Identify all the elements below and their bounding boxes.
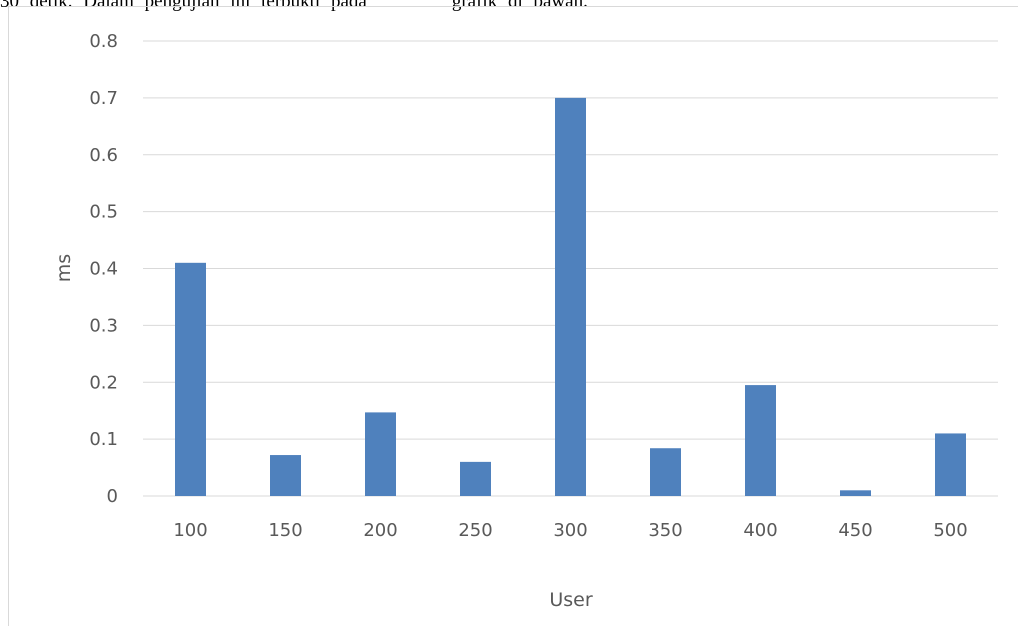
y-tick-label: 0.6 — [89, 145, 118, 166]
bar-350 — [650, 448, 681, 496]
y-tick-label: 0.4 — [89, 259, 118, 280]
x-tick-label: 400 — [743, 520, 777, 541]
y-tick-label: 0.3 — [89, 315, 118, 336]
bar-500 — [935, 433, 966, 496]
y-axis-title: ms — [53, 254, 75, 282]
bar-250 — [460, 462, 491, 496]
y-tick-label: 0.8 — [89, 31, 118, 52]
bar-300 — [555, 98, 586, 496]
x-axis-ticks: 100 150 200 250 300 350 400 450 500 — [173, 520, 967, 541]
bar-200 — [365, 412, 396, 496]
x-tick-label: 300 — [553, 520, 587, 541]
x-tick-label: 250 — [458, 520, 492, 541]
y-tick-label: 0.2 — [89, 372, 118, 393]
x-tick-label: 200 — [363, 520, 397, 541]
x-tick-label: 150 — [268, 520, 302, 541]
x-tick-label: 450 — [838, 520, 872, 541]
y-axis-ticks: 0 0.1 0.2 0.3 0.4 0.5 0.6 0.7 0.8 — [89, 31, 118, 507]
bar-100 — [175, 263, 206, 496]
bar-400 — [745, 385, 776, 496]
y-tick-label: 0 — [107, 486, 118, 507]
y-tick-label: 0.5 — [89, 202, 118, 223]
x-axis-title: User — [549, 589, 592, 611]
y-tick-label: 0.7 — [89, 88, 118, 109]
x-tick-label: 100 — [173, 520, 207, 541]
bars — [175, 98, 966, 496]
x-tick-label: 350 — [648, 520, 682, 541]
y-tick-label: 0.1 — [89, 429, 118, 450]
bar-150 — [270, 455, 301, 496]
bar-450 — [840, 490, 871, 496]
x-tick-label: 500 — [933, 520, 967, 541]
